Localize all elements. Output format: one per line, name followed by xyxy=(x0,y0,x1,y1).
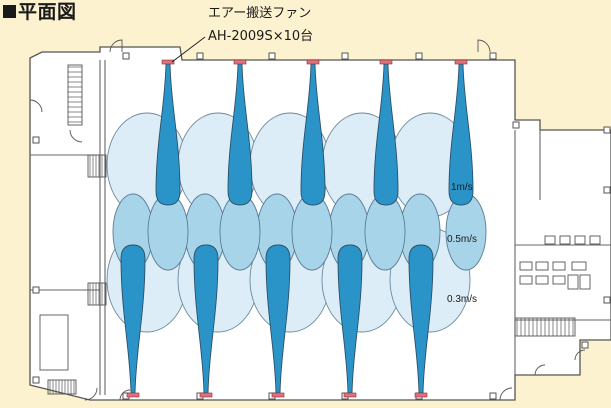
door-8 xyxy=(534,364,546,376)
fan-bottom-1 xyxy=(126,392,140,398)
velocity-label-1: 1m/s xyxy=(451,182,473,193)
velocity-label-2: 0.5m/s xyxy=(447,234,477,245)
pillar-1 xyxy=(122,52,130,60)
pillar-7 xyxy=(512,121,520,129)
door-6 xyxy=(84,387,98,401)
jet-top-4 xyxy=(373,63,399,206)
jet-bottom-1 xyxy=(120,244,146,394)
restroom-fixtures xyxy=(519,235,601,290)
jet-bottom-5 xyxy=(408,244,434,394)
door-1 xyxy=(109,39,123,53)
fan-top-1 xyxy=(161,59,175,65)
jet-bottom-4 xyxy=(337,244,363,394)
door-9 xyxy=(574,349,586,361)
jet-top-5 xyxy=(448,63,474,206)
left-room xyxy=(39,314,69,371)
fan-top-2 xyxy=(233,59,247,65)
pillar-19 xyxy=(32,376,40,384)
pillar-8 xyxy=(603,126,611,134)
interior-walls xyxy=(30,60,611,395)
pillar-16 xyxy=(489,392,497,400)
door-7 xyxy=(119,389,131,401)
jet-top-2 xyxy=(227,63,253,206)
pillar-3 xyxy=(268,52,276,60)
callout-leader xyxy=(171,36,206,63)
doors xyxy=(29,39,586,401)
airflow-zone-1.0 xyxy=(120,63,474,394)
jet-top-3 xyxy=(300,63,326,206)
figure-title-text: 平面図 xyxy=(18,1,77,23)
figure-title: 平面図 xyxy=(3,1,77,23)
door-5 xyxy=(499,387,513,401)
pillar-18 xyxy=(32,286,40,294)
velocity-label-3: 0.3m/s xyxy=(447,294,477,305)
fan-top-4 xyxy=(379,59,393,65)
jet-top-1 xyxy=(155,63,181,206)
fan-callout-line1: エアー搬送ファン xyxy=(208,6,312,21)
jet-bottom-2 xyxy=(193,244,219,394)
fan-top-3 xyxy=(306,59,320,65)
pillar-10 xyxy=(603,296,611,304)
pillar-4 xyxy=(341,52,349,60)
pillar-2 xyxy=(196,52,204,60)
fan-bottom-3 xyxy=(271,392,285,398)
fan-bottom-4 xyxy=(343,392,357,398)
pillar-9 xyxy=(603,186,611,194)
door-3 xyxy=(29,99,43,113)
pillar-6 xyxy=(489,52,497,60)
fan-markers xyxy=(126,59,468,398)
door-2 xyxy=(477,39,491,53)
pillar-17 xyxy=(32,136,40,144)
door-4 xyxy=(69,129,83,143)
jet-bottom-3 xyxy=(265,244,291,394)
pillar-5 xyxy=(415,52,423,60)
pillar-20 xyxy=(581,341,589,349)
mid-lobe-10 xyxy=(445,193,487,271)
fan-bottom-5 xyxy=(414,392,428,398)
fan-callout-line2: AH-2009S×10台 xyxy=(208,29,314,44)
stair-treads xyxy=(49,66,574,394)
fan-bottom-2 xyxy=(199,392,213,398)
title-square-icon xyxy=(3,5,16,18)
fan-top-5 xyxy=(454,59,468,65)
